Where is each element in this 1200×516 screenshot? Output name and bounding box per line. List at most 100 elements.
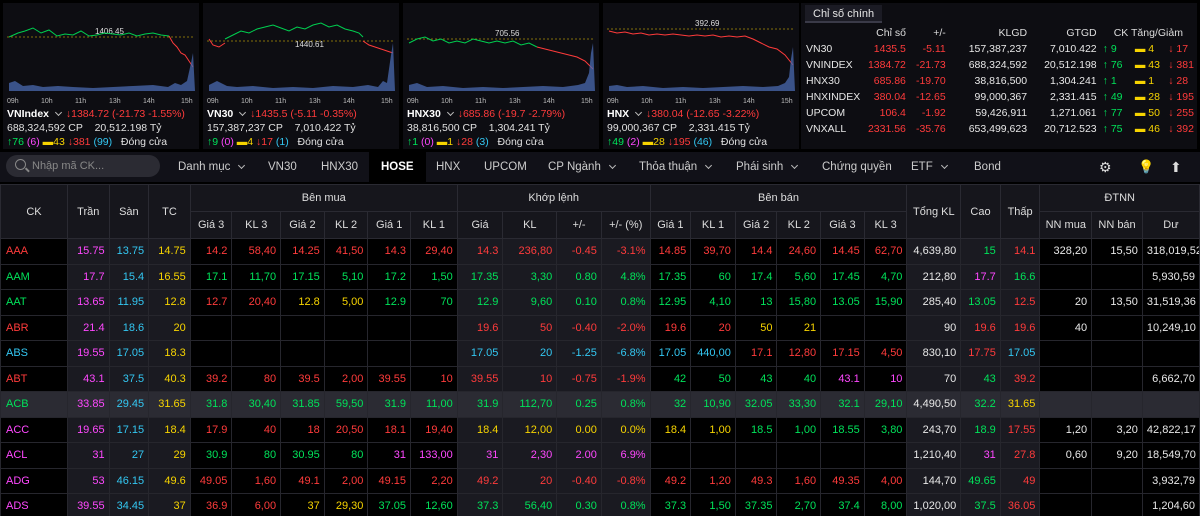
col-header-change[interactable]: +/- [556, 211, 602, 239]
col-header-buy-price-1[interactable]: Giá 1 [367, 211, 412, 239]
board-cell [1091, 493, 1143, 516]
index-title: HNX30 ↓685.86 (-19.7 -2.79%) [407, 108, 597, 120]
tab-main-indices[interactable]: Chỉ số chính [805, 5, 883, 23]
summary-row[interactable]: VNXALL 2331.56 -35.76 653,499,623 20,712.523… [803, 121, 1197, 137]
chevron-down-icon[interactable] [239, 108, 247, 117]
gear-icon[interactable]: ⚙ [1099, 159, 1112, 175]
board-cell: 13.65 [66, 289, 110, 316]
index-panel-vnindex[interactable]: 1406.45 09h 10h 11h 13h 14h 15h VNIndex … [3, 3, 199, 149]
stock-symbol[interactable]: ACB [0, 391, 68, 418]
col-header-sell-vol-2[interactable]: KL 2 [776, 211, 822, 239]
col-header-match-price[interactable]: Giá [456, 211, 504, 239]
col-header-sell-vol-3[interactable]: KL 3 [863, 211, 908, 239]
nav-vn30[interactable]: VN30 [268, 152, 297, 182]
col-header-buy-vol-2[interactable]: KL 2 [323, 211, 369, 239]
col-header-ceiling[interactable]: Trần [66, 184, 110, 239]
nav-hose[interactable]: HOSE [369, 152, 426, 182]
board-cell: 13.75 [108, 238, 150, 265]
nav-etf[interactable]: ETF [911, 152, 948, 182]
col-header-reference[interactable]: TC [148, 184, 191, 239]
nav-watchlist[interactable]: Danh mục [178, 152, 246, 182]
nav-warrants[interactable]: Chứng quyền [822, 152, 892, 182]
col-header-buy-price-2[interactable]: Giá 2 [280, 211, 325, 239]
summary-row[interactable]: VN30 1435.5 -5.11 157,387,237 7,010.422 ↑ 9 ▬ … [803, 41, 1197, 57]
board-cell: 19.6 [960, 314, 1001, 341]
summary-row[interactable]: HNX30 685.86 -19.70 38,816,500 1,304.241 ↑ 1 ▬… [803, 73, 1197, 89]
board-cell: 16.55 [148, 263, 191, 290]
summary-row[interactable]: HNXINDEX 380.04 -12.65 99,000,367 2,331.415 ↑… [803, 89, 1197, 105]
col-header-foreign-sell[interactable]: NN bán [1091, 211, 1143, 239]
summary-row[interactable]: UPCOM 106.4 -1.92 59,426,911 1,271.061 ↑ 77 ▬ … [803, 105, 1197, 121]
table-row[interactable]: ACC 19.65 17.15 18.4 17.9 40 18 20,50 18.1 19,40 1… [0, 416, 1200, 443]
board-cell: -6.8% [600, 340, 651, 367]
summary-row[interactable]: VNINDEX 1384.72 -21.73 688,324,592 20,512.19… [803, 57, 1197, 73]
col-header-ck[interactable]: CK [0, 184, 68, 239]
col-header-sell-price-2[interactable]: Giá 2 [734, 211, 778, 239]
board-cell: 15.75 [66, 238, 110, 265]
col-header-total-volume[interactable]: Tổng KL [906, 184, 962, 239]
chevron-down-icon[interactable] [635, 108, 643, 117]
col-header-buy-vol-1[interactable]: KL 1 [410, 211, 458, 239]
nav-upcom[interactable]: UPCOM [484, 152, 527, 182]
stock-symbol[interactable]: ABR [0, 314, 68, 341]
stock-symbol[interactable]: AAM [0, 263, 68, 290]
table-row[interactable]: AAM 17.7 15.4 16.55 17.1 11,70 17.15 5,10 17.2 1,… [0, 263, 1200, 290]
advancers: 1 [412, 136, 419, 148]
index-panel-hnx[interactable]: 392.69 09h 10h 11h 13h 14h 15h HNX ↓380.… [603, 3, 799, 149]
board-cell: -0.75 [556, 365, 602, 392]
board-cell: 10 [410, 365, 458, 392]
index-panel-vn30[interactable]: 1440.61 09h 10h 11h 13h 14h 15h VN30 ↓14… [203, 3, 399, 149]
unchanged-icon: ▬ [1134, 59, 1149, 71]
stock-symbol[interactable]: AAT [0, 289, 68, 316]
chevron-down-icon[interactable] [54, 108, 62, 117]
board-cell: 33.85 [66, 391, 110, 418]
col-header-sell-price-3[interactable]: Giá 3 [820, 211, 865, 239]
nav-sector-stocks[interactable]: CP Ngành [548, 152, 616, 182]
table-row[interactable]: AAA 15.75 13.75 14.75 14.2 58,40 14.25 41,50 14.… [0, 238, 1200, 265]
table-row[interactable]: ABT 43.1 37.5 40.3 39.2 80 39.5 2,00 39.55 10 39.5… [0, 365, 1200, 392]
arrow-up-icon: ↑ [1102, 123, 1111, 135]
col-header-sell-vol-1[interactable]: KL 1 [690, 211, 736, 239]
summary-value: 1,304.241 [1049, 75, 1097, 87]
nav-hnx[interactable]: HNX [436, 152, 460, 182]
table-row[interactable]: ADG 53 46.15 49.6 49.05 1,60 49.1 2,00 49.15 2,20… [0, 467, 1200, 494]
col-header-buy-price-3[interactable]: Giá 3 [189, 211, 233, 239]
stock-symbol[interactable]: ACL [0, 442, 68, 469]
col-header-buy-vol-3[interactable]: KL 3 [231, 211, 282, 239]
summary-volume: 653,499,623 [968, 123, 1028, 135]
col-header-foreign-room[interactable]: Dư [1141, 211, 1200, 239]
nav-derivatives[interactable]: Phái sinh [736, 152, 799, 182]
table-row[interactable]: ACL 31 27 29 30.9 80 30.95 80 31 133,00 31 2,30 2.00… [0, 442, 1200, 469]
col-header-foreign-buy[interactable]: NN mua [1039, 211, 1093, 239]
stock-search-input[interactable]: Nhập mã CK... [6, 155, 160, 177]
col-header-low[interactable]: Thấp [999, 184, 1041, 239]
stock-symbol[interactable]: ADS [0, 493, 68, 516]
col-header-high[interactable]: Cao [960, 184, 1001, 239]
col-header-sell-price-1[interactable]: Giá 1 [649, 211, 692, 239]
board-cell: 10,249,10 [1141, 314, 1200, 341]
table-row[interactable]: ABR 21.4 18.6 20 19.6 50 -0.40 -2.0% 19.6 20 50 21 9… [0, 314, 1200, 341]
table-row[interactable]: ABS 19.55 17.05 18.3 17.05 20 -1.25 -6.8% 17.05 4… [0, 340, 1200, 367]
stock-symbol[interactable]: ABT [0, 365, 68, 392]
board-cell: 1,20 [690, 467, 736, 494]
table-row[interactable]: ACB 33.85 29.45 31.65 31.8 30,40 31.85 59,50 31.… [0, 391, 1200, 418]
stock-symbol[interactable]: AAA [0, 238, 68, 265]
arrow-up-icon[interactable]: ⬆ [1170, 159, 1182, 175]
nav-hnx30[interactable]: HNX30 [321, 152, 358, 182]
index-panel-hnx30[interactable]: 705.56 09h 10h 11h 13h 14h 15h HNX30 ↓68… [403, 3, 599, 149]
nav-put-through[interactable]: Thỏa thuận [639, 152, 713, 182]
board-cell: 37.35 [734, 493, 778, 516]
col-header-change-pct[interactable]: +/- (%) [600, 211, 651, 239]
nav-bond[interactable]: Bond [974, 152, 1001, 182]
table-row[interactable]: AAT 13.65 11.95 12.8 12.7 20,40 12.8 5,00 12.9 70… [0, 289, 1200, 316]
stock-symbol[interactable]: ABS [0, 340, 68, 367]
lightbulb-icon[interactable]: 💡 [1138, 159, 1155, 174]
chevron-down-icon[interactable] [446, 108, 454, 117]
board-cell: 32.1 [820, 391, 865, 418]
col-header-floor[interactable]: Sàn [108, 184, 150, 239]
stock-symbol[interactable]: ACC [0, 416, 68, 443]
stock-symbol[interactable]: ADG [0, 467, 68, 494]
col-header-match-vol[interactable]: KL [502, 211, 558, 239]
table-row[interactable]: ADS 39.55 34.45 37 36.9 6,00 37 29,30 37.05 12,60… [0, 493, 1200, 516]
summary-breadth: ↑ 49 ▬ 28 ↓ 195 [1100, 89, 1197, 105]
